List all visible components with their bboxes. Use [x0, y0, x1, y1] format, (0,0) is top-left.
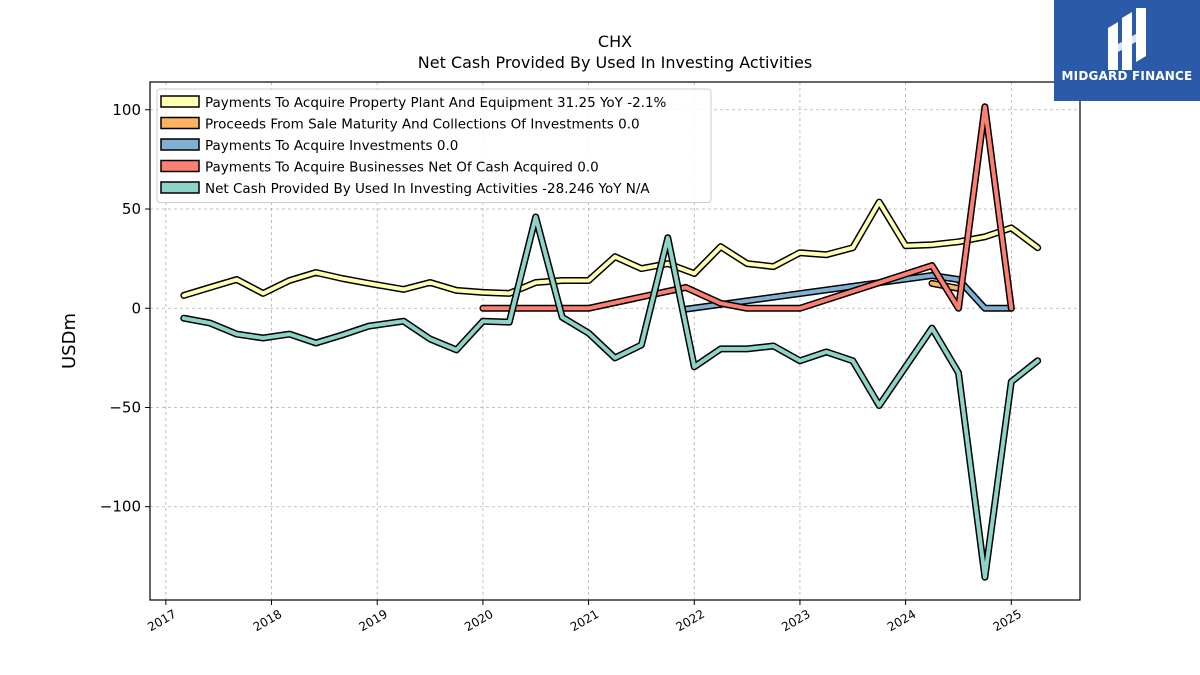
series-line [683, 273, 1014, 312]
legend-swatch [160, 116, 200, 130]
chart-subtitle: Net Cash Provided By Used In Investing A… [417, 53, 813, 72]
legend-item: Payments To Acquire Businesses Net Of Ca… [160, 159, 599, 176]
x-tick-label: 2024 [885, 607, 918, 634]
series-line [181, 200, 1040, 298]
series-3 [479, 103, 1015, 312]
legend-label: Payments To Acquire Businesses Net Of Ca… [205, 160, 599, 176]
legend-label: Payments To Acquire Investments 0.0 [205, 138, 458, 154]
y-tick-label: −100 [100, 498, 141, 516]
legend-item: Payments To Acquire Investments 0.0 [160, 138, 458, 154]
legend-swatch [160, 95, 200, 108]
legend-item: Payments To Acquire Property Plant And E… [160, 95, 667, 111]
plot-area-frame [149, 81, 1081, 601]
y-tick-label: 50 [122, 200, 141, 218]
legend-label: Proceeds From Sale Maturity And Collecti… [205, 117, 640, 133]
series-4 [180, 213, 1042, 581]
series-line [480, 104, 1014, 311]
x-tick-label: 2020 [462, 607, 495, 634]
y-tick-label: −50 [109, 398, 141, 416]
legend-item: Proceeds From Sale Maturity And Collecti… [160, 116, 640, 133]
x-tick-label: 2025 [991, 607, 1024, 634]
x-tick-label: 2023 [779, 607, 812, 634]
legend-label: Net Cash Provided By Used In Investing A… [205, 181, 650, 197]
midgard-logo-icon [1108, 8, 1146, 70]
legend-swatch [160, 159, 200, 173]
x-tick-label: 2018 [251, 607, 284, 634]
y-tick-label: 0 [131, 299, 141, 317]
legend-label: Payments To Acquire Property Plant And E… [205, 95, 667, 111]
series-layer [180, 103, 1042, 581]
legend-swatch [160, 181, 200, 194]
x-tick-label: 2021 [568, 607, 601, 634]
series-2 [682, 272, 1015, 313]
chart-title: CHX [597, 32, 633, 51]
series-line [181, 215, 1040, 580]
legend-swatch [160, 138, 200, 151]
y-tick-label: 100 [112, 101, 141, 119]
x-tick-label: 2019 [356, 607, 389, 634]
x-tick-label: 2022 [674, 607, 707, 634]
x-tick-label: 2017 [145, 607, 178, 634]
legend: Payments To Acquire Property Plant And E… [156, 88, 712, 203]
series-0 [180, 198, 1042, 299]
legend-box [156, 88, 712, 203]
brand-logo: MIDGARD FINANCE [1054, 0, 1200, 101]
y-axis-label: USDm [59, 313, 80, 369]
brand-name: MIDGARD FINANCE [1061, 69, 1193, 83]
legend-item: Net Cash Provided By Used In Investing A… [160, 181, 650, 197]
